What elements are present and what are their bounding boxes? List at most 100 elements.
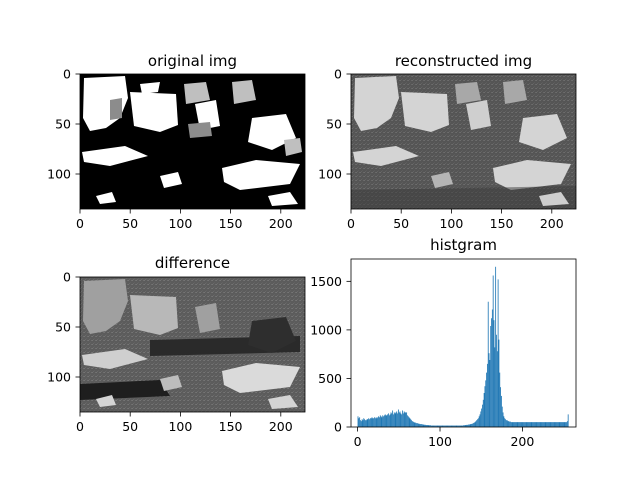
histogram-bar [505,419,506,427]
y-tick-label: 1000 [310,322,342,337]
histogram-bar [358,416,359,427]
histgram-yaxis: 050010001500 [310,274,351,435]
histogram-bar [522,422,523,427]
histogram-bar [554,422,555,427]
histogram-bar [372,418,373,427]
histogram-bar [531,422,532,427]
histogram-bar [405,412,406,427]
histogram-bar [547,422,548,427]
x-tick-label: 50 [122,216,138,231]
x-tick-label: 100 [168,419,192,434]
histogram-bar [504,418,505,427]
histogram-bar [494,320,495,427]
histogram-bar [548,422,549,427]
histogram-bar [522,422,523,427]
histogram-bar [543,422,544,427]
histogram-bar [537,422,538,427]
histogram-bar [506,420,507,427]
histogram-bar [393,414,394,427]
original-img-title: original img [148,52,237,70]
histogram-bar [526,422,527,427]
histogram-bar [396,412,397,427]
histogram-bar [540,422,541,427]
histogram-bar [482,405,483,427]
x-tick-label: 100 [439,216,463,231]
histogram-bar [473,423,474,427]
histogram-bar [366,420,367,427]
histogram-bar [502,407,503,427]
histogram-bar [395,413,396,427]
histogram-bar [374,417,375,427]
y-tick-label: 0 [63,67,71,82]
histogram-bar [476,420,477,427]
x-tick-label: 100 [428,434,452,449]
histogram-bar [493,276,494,427]
histogram-bar [566,422,567,427]
histogram-bar [359,417,360,427]
histogram-bar [491,318,492,427]
histogram-bar [474,423,475,427]
histogram-bar [400,413,401,427]
histogram-bar [495,267,496,427]
histogram-bar [399,412,400,427]
histogram-bar [513,422,514,427]
histogram-bar [532,422,533,427]
histogram-bar [394,412,395,427]
histogram-bar [406,412,407,427]
histogram-bar [479,416,480,427]
histogram-bar [490,326,491,427]
histgram-bars [358,267,569,427]
histogram-bar [564,422,565,427]
histogram-bar [510,422,511,427]
histogram-bar [411,420,412,427]
histogram-bar [521,422,522,427]
y-tick-label: 1500 [310,274,342,289]
histogram-bar [560,422,561,427]
histogram-bar [413,422,414,427]
original-img-xaxis: 0 50 100 150 200 [76,209,293,231]
histogram-bar [365,420,366,427]
histogram-bar [414,422,415,427]
histogram-bar [475,422,476,427]
histogram-bar [564,422,565,427]
histogram-bar [568,414,569,427]
difference-panel: difference 0 50 100 150 [47,254,305,434]
difference-xaxis: 0 50 100 150 200 [76,412,293,434]
histogram-bar [517,422,518,427]
histogram-bar [403,413,404,427]
histogram-bar [371,418,372,427]
histogram-bar [383,416,384,427]
histogram-bar [386,415,387,427]
histogram-bar [361,421,362,427]
histogram-bar [419,424,420,427]
histogram-bar [386,415,387,427]
histogram-bar [563,422,564,427]
difference-heatmap [80,277,305,412]
x-tick-label: 0 [76,216,84,231]
histogram-bar [484,393,485,427]
histogram-bar [518,422,519,427]
histogram-bar [398,410,399,427]
histogram-bar [360,420,361,427]
histogram-bar [527,422,528,427]
histogram-bar [555,422,556,427]
histogram-bar [520,422,521,427]
histogram-bar [480,411,481,427]
x-tick-label: 0 [76,419,84,434]
histogram-bar [539,422,540,427]
histogram-bar [489,360,490,427]
histogram-bar [538,422,539,427]
histogram-bar [392,410,393,427]
histogram-bar [503,412,504,427]
histogram-bar [385,414,386,427]
histogram-bar [485,386,486,427]
histogram-bar [388,413,389,427]
histogram-bar [524,422,525,427]
histogram-bar [407,415,408,427]
histogram-bar [533,422,534,427]
histogram-bar [507,420,508,427]
histogram-bar [515,422,516,427]
x-tick-label: 50 [122,419,138,434]
histogram-bar [376,417,377,427]
histogram-bar [496,335,497,427]
